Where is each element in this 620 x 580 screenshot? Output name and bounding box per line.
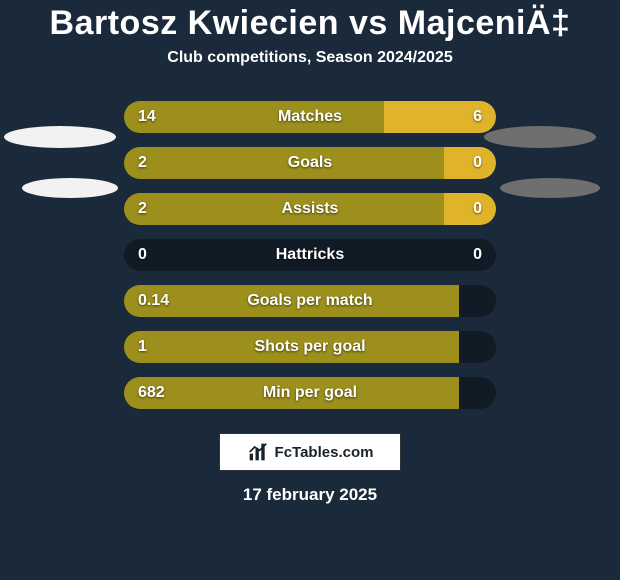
- stat-label: Shots per goal: [124, 331, 496, 363]
- stat-rows: 146Matches 20Goals 20Assists 00Hattricks 0.1…: [124, 101, 496, 409]
- snapshot-date: 17 february 2025: [0, 485, 620, 505]
- team-a-marker: [4, 126, 116, 148]
- team-b-marker: [484, 126, 596, 148]
- comparison-card: Bartosz Kwiecien vs MajceniÄ‡ Club compe…: [0, 0, 620, 580]
- chart-icon: [247, 442, 269, 462]
- team-a-marker: [22, 178, 118, 198]
- stat-label: Min per goal: [124, 377, 496, 409]
- stat-label: Goals per match: [124, 285, 496, 317]
- page-title: Bartosz Kwiecien vs MajceniÄ‡: [0, 4, 620, 43]
- team-b-marker: [500, 178, 600, 198]
- stat-row: 682Min per goal: [124, 377, 496, 409]
- stat-row: 20Assists: [124, 193, 496, 225]
- stat-label: Goals: [124, 147, 496, 179]
- stat-row: 1Shots per goal: [124, 331, 496, 363]
- stat-row: 0.14Goals per match: [124, 285, 496, 317]
- stat-row: 146Matches: [124, 101, 496, 133]
- source-logo-text: FcTables.com: [275, 444, 374, 461]
- stat-label: Assists: [124, 193, 496, 225]
- stat-label: Hattricks: [124, 239, 496, 271]
- page-subtitle: Club competitions, Season 2024/2025: [0, 49, 620, 67]
- stat-label: Matches: [124, 101, 496, 133]
- stat-row: 00Hattricks: [124, 239, 496, 271]
- source-logo: FcTables.com: [219, 433, 401, 471]
- stat-row: 20Goals: [124, 147, 496, 179]
